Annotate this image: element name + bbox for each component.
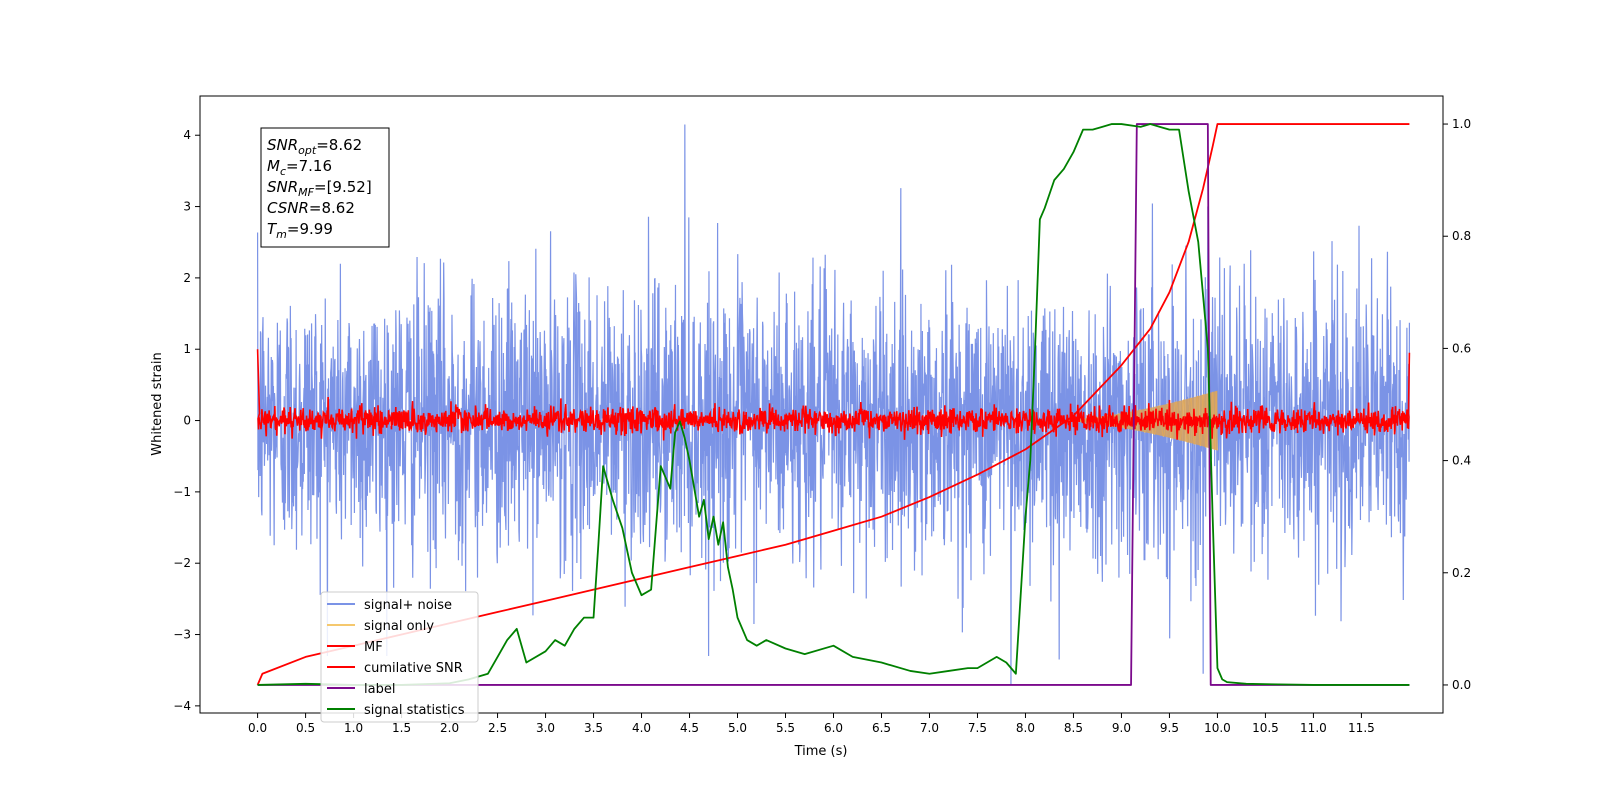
- annotation-line: Mc=7.16: [267, 157, 332, 178]
- y-left-tick-label: −4: [173, 699, 191, 713]
- x-tick-label: 5.0: [728, 721, 747, 735]
- series-mf: [256, 349, 1411, 441]
- x-tick-label: 8.0: [1016, 721, 1035, 735]
- legend-label: MF: [364, 640, 383, 655]
- y-right-tick-label: 0.4: [1452, 454, 1471, 468]
- x-tick-label: 5.5: [776, 721, 795, 735]
- legend-label: signal only: [364, 619, 434, 634]
- y-left-tick-label: 1: [183, 342, 191, 356]
- x-tick-label: 10.0: [1204, 721, 1231, 735]
- x-tick-label: 2.5: [488, 721, 507, 735]
- y-left-tick-label: −1: [173, 485, 191, 499]
- x-tick-label: 4.5: [680, 721, 699, 735]
- x-tick-label: 7.0: [920, 721, 939, 735]
- annotation-line: CSNR=8.62: [267, 199, 355, 217]
- annotation-line: SNRopt=8.62: [267, 136, 362, 157]
- x-tick-label: 7.5: [968, 721, 987, 735]
- x-tick-label: 11.5: [1348, 721, 1375, 735]
- legend-label: cumilative SNR: [364, 661, 463, 676]
- legend-entry: signal+ noise: [327, 598, 452, 613]
- y-axis-right: 1.0 0.8 0.6 0.4 0.2 0.0: [1443, 117, 1471, 692]
- legend-entry: signal only: [327, 619, 434, 634]
- x-tick-label: 6.0: [824, 721, 843, 735]
- x-tick-label: 9.0: [1112, 721, 1131, 735]
- legend-entry: cumilative SNR: [327, 661, 463, 676]
- y-left-tick-label: −3: [173, 628, 191, 642]
- x-tick-label: 9.5: [1160, 721, 1179, 735]
- y-axis-label: Whitened strain: [150, 352, 165, 455]
- y-right-tick-label: 0.2: [1452, 566, 1471, 580]
- y-left-tick-label: 2: [183, 271, 191, 285]
- x-tick-label: 11.0: [1300, 721, 1327, 735]
- y-right-tick-label: 0.0: [1452, 678, 1471, 692]
- x-tick-label: 3.0: [536, 721, 555, 735]
- legend-label: label: [364, 682, 395, 697]
- legend-entry: label: [327, 682, 395, 697]
- y-left-tick-label: 4: [183, 128, 191, 142]
- x-tick-label: 10.5: [1252, 721, 1279, 735]
- legend-label: signal+ noise: [364, 598, 452, 613]
- series-signal-noise: [256, 124, 1411, 685]
- axes-frame: [199, 95, 1444, 714]
- y-left-tick-label: −2: [173, 556, 191, 570]
- x-tick-label: 6.5: [872, 721, 891, 735]
- annotation-line: Tm=9.99: [267, 220, 333, 241]
- legend-entry: signal statistics: [327, 703, 465, 718]
- y-left-tick-label: 3: [183, 200, 191, 214]
- series-signal-statistics: [257, 123, 1410, 686]
- series-label: [257, 123, 1410, 686]
- annotation-line: SNRMF=[9.52]: [267, 178, 372, 199]
- x-tick-label: 4.0: [632, 721, 651, 735]
- x-tick-label: 3.5: [584, 721, 603, 735]
- legend-label: signal statistics: [364, 703, 465, 718]
- y-axis-left: 4 3 2 1 0 −1 −2 −3 −4: [173, 128, 200, 713]
- y-right-tick-label: 0.6: [1452, 341, 1471, 355]
- x-tick-label: 0.0: [248, 721, 267, 735]
- x-tick-label: 2.0: [440, 721, 459, 735]
- y-right-tick-label: 0.8: [1452, 229, 1471, 243]
- annotation-frame: [260, 127, 390, 248]
- x-tick-label: 8.5: [1064, 721, 1083, 735]
- legend-frame: [320, 591, 479, 723]
- x-tick-label: 0.5: [296, 721, 315, 735]
- plot-area: [256, 123, 1411, 686]
- y-right-tick-label: 1.0: [1452, 117, 1471, 131]
- x-axis: 0.0 0.5 1.0 1.5 2.0 2.5 3.0 3.5 4.0 4.5 5.0 5.5 6.0 6…: [248, 713, 1375, 735]
- x-tick-label: 1.0: [344, 721, 363, 735]
- legend: signal+ noise signal only MF cumilative SNR…: [320, 591, 479, 723]
- x-axis-label: Time (s): [794, 744, 848, 759]
- legend-entry: MF: [327, 640, 383, 655]
- y-left-tick-label: 0: [183, 414, 191, 428]
- x-tick-label: 1.5: [392, 721, 411, 735]
